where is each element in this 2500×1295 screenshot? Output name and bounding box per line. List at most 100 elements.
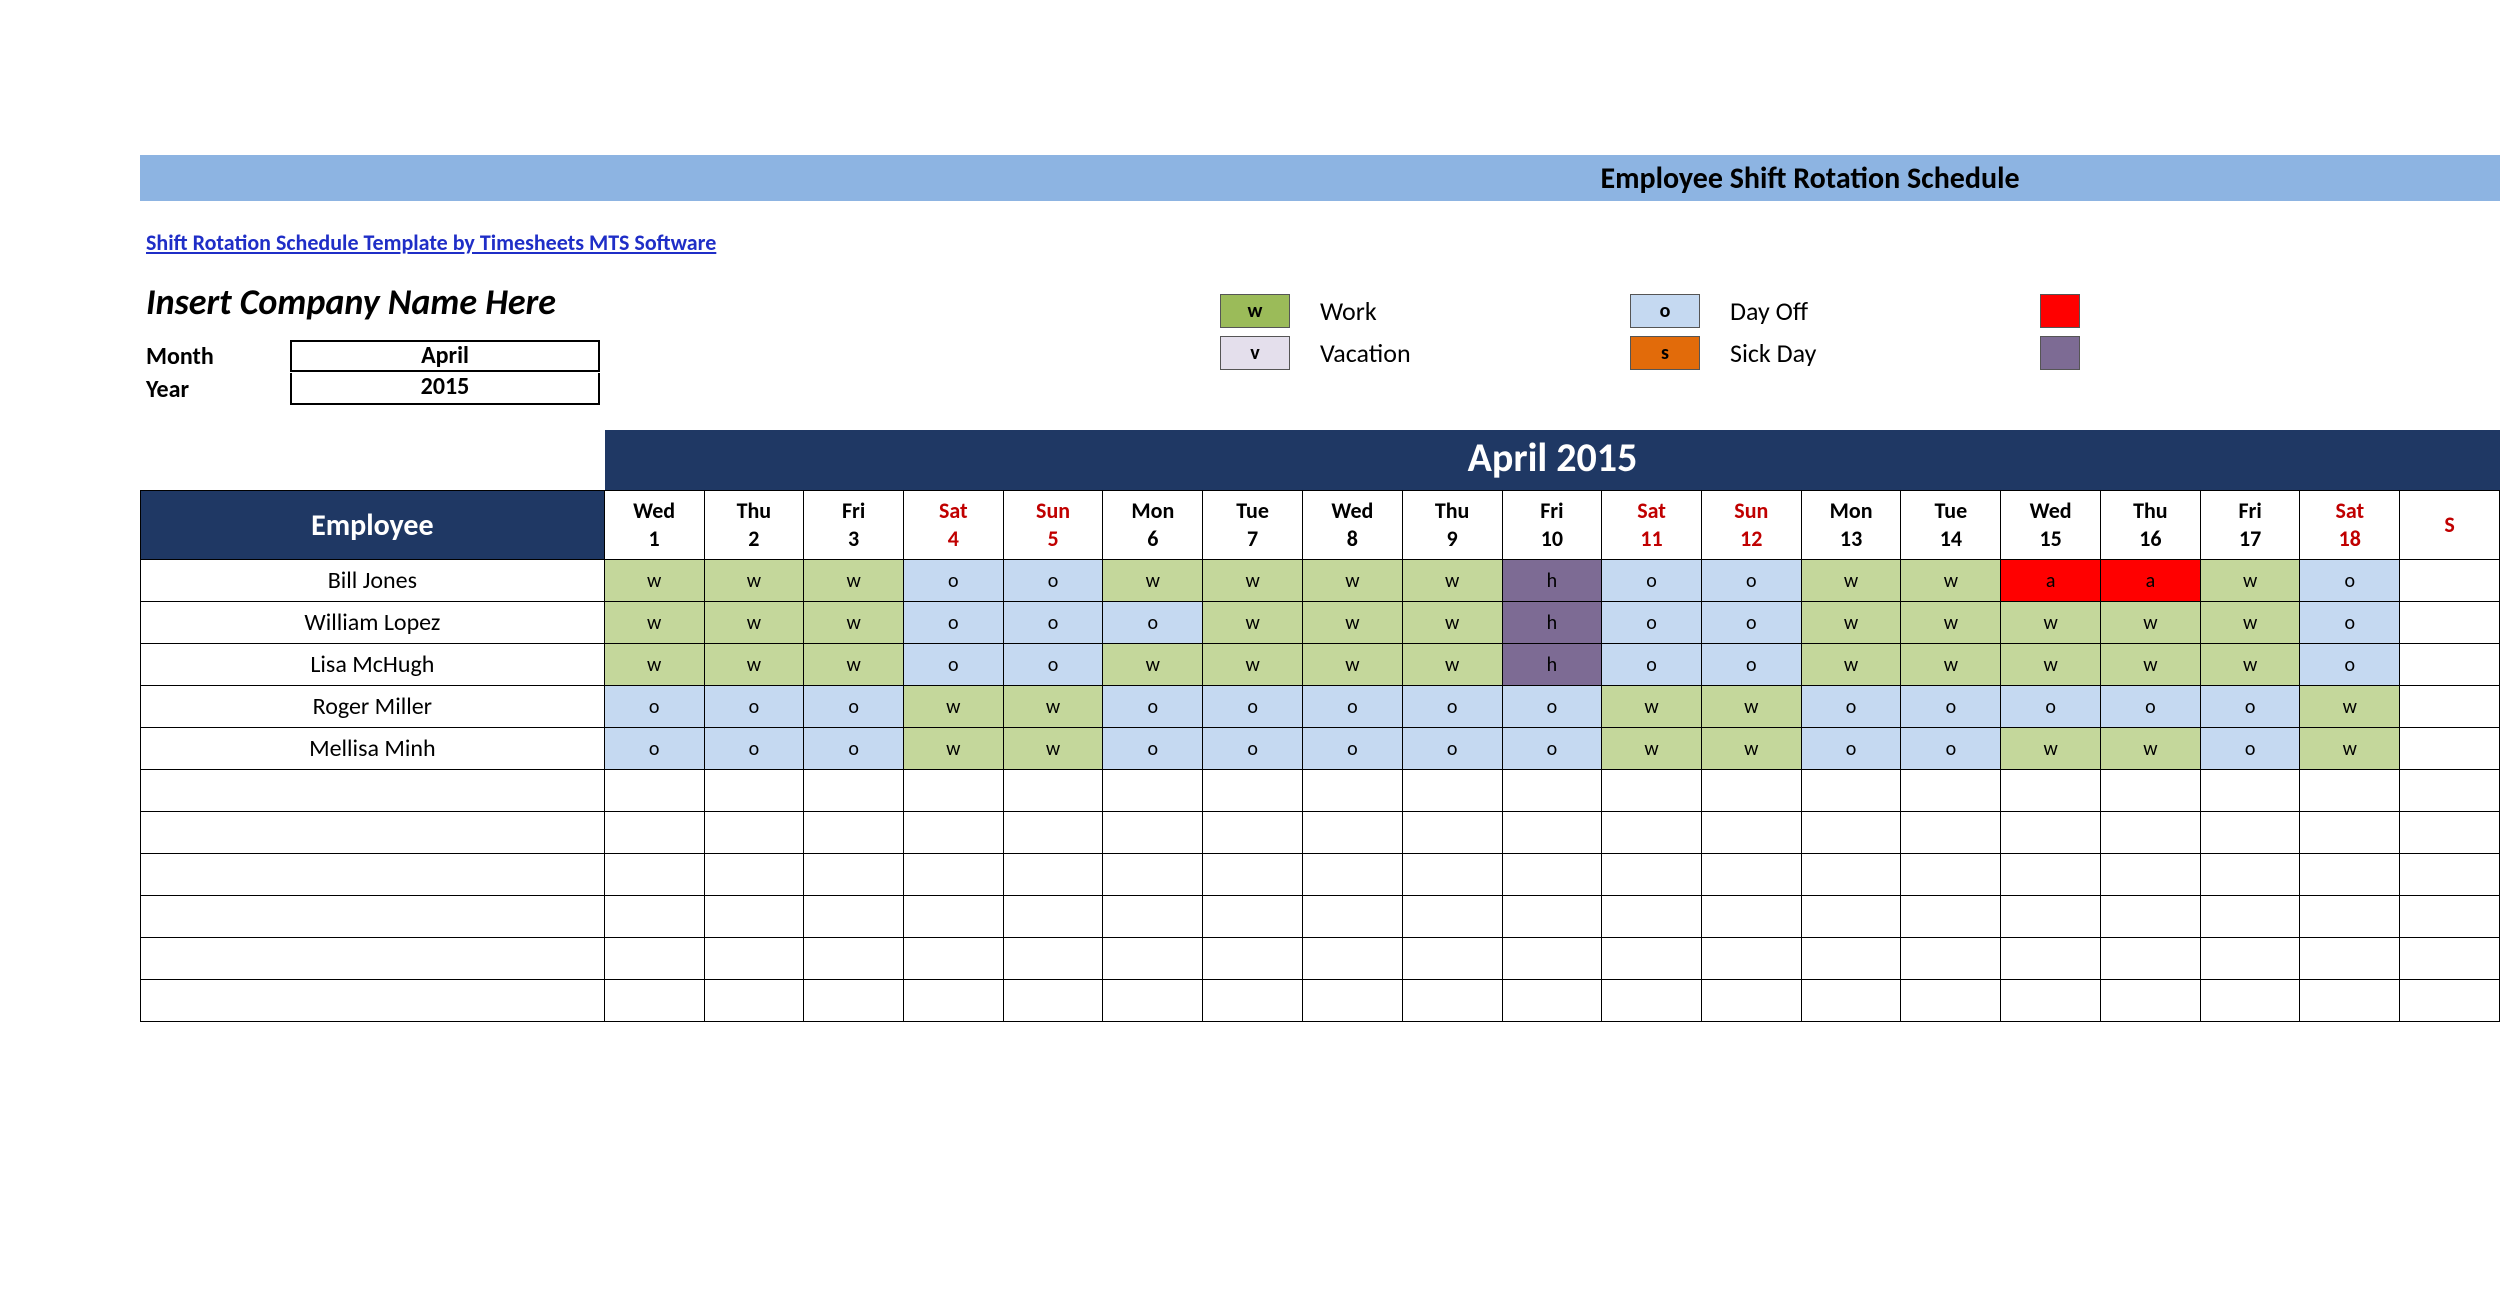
shift-cell[interactable]: w bbox=[2300, 728, 2400, 770]
shift-cell[interactable]: o bbox=[903, 644, 1003, 686]
shift-cell[interactable] bbox=[2200, 812, 2300, 854]
shift-cell[interactable] bbox=[1103, 980, 1203, 1022]
shift-cell[interactable]: w bbox=[1203, 602, 1303, 644]
shift-cell[interactable] bbox=[804, 854, 904, 896]
shift-cell[interactable]: o bbox=[1402, 728, 1502, 770]
shift-cell[interactable]: w bbox=[1801, 602, 1901, 644]
shift-cell[interactable]: w bbox=[604, 602, 704, 644]
shift-cell[interactable] bbox=[2400, 728, 2500, 770]
shift-cell[interactable]: o bbox=[2300, 560, 2400, 602]
shift-cell[interactable] bbox=[1003, 938, 1103, 980]
shift-cell[interactable] bbox=[1701, 980, 1801, 1022]
shift-cell[interactable] bbox=[1502, 896, 1602, 938]
shift-cell[interactable]: o bbox=[1701, 602, 1801, 644]
shift-cell[interactable] bbox=[1701, 896, 1801, 938]
shift-cell[interactable] bbox=[1103, 770, 1203, 812]
shift-cell[interactable]: w bbox=[1801, 644, 1901, 686]
shift-cell[interactable]: o bbox=[2200, 686, 2300, 728]
shift-cell[interactable]: o bbox=[2001, 686, 2101, 728]
shift-cell[interactable] bbox=[1003, 812, 1103, 854]
shift-cell[interactable] bbox=[2400, 770, 2500, 812]
shift-cell[interactable] bbox=[2400, 938, 2500, 980]
shift-cell[interactable]: o bbox=[1801, 686, 1901, 728]
shift-cell[interactable]: w bbox=[1203, 560, 1303, 602]
shift-cell[interactable]: w bbox=[604, 560, 704, 602]
shift-cell[interactable] bbox=[1402, 812, 1502, 854]
shift-cell[interactable]: o bbox=[604, 728, 704, 770]
shift-cell[interactable]: w bbox=[2200, 602, 2300, 644]
shift-cell[interactable]: w bbox=[2001, 728, 2101, 770]
shift-cell[interactable]: o bbox=[704, 686, 804, 728]
shift-cell[interactable] bbox=[1502, 854, 1602, 896]
shift-cell[interactable] bbox=[1602, 896, 1702, 938]
shift-cell[interactable] bbox=[2001, 980, 2101, 1022]
shift-cell[interactable]: w bbox=[1302, 560, 1402, 602]
shift-cell[interactable] bbox=[604, 896, 704, 938]
shift-cell[interactable]: a bbox=[2101, 560, 2201, 602]
shift-cell[interactable]: o bbox=[1801, 728, 1901, 770]
shift-cell[interactable] bbox=[704, 854, 804, 896]
shift-cell[interactable]: w bbox=[704, 560, 804, 602]
shift-cell[interactable]: w bbox=[1103, 644, 1203, 686]
shift-cell[interactable] bbox=[2101, 812, 2201, 854]
shift-cell[interactable] bbox=[2300, 896, 2400, 938]
employee-name-cell[interactable]: Roger Miller bbox=[141, 686, 605, 728]
shift-cell[interactable] bbox=[1901, 812, 2001, 854]
shift-cell[interactable] bbox=[2200, 854, 2300, 896]
shift-cell[interactable] bbox=[804, 938, 904, 980]
shift-cell[interactable] bbox=[2001, 854, 2101, 896]
shift-cell[interactable]: w bbox=[1602, 728, 1702, 770]
shift-cell[interactable] bbox=[2101, 896, 2201, 938]
shift-cell[interactable] bbox=[2101, 938, 2201, 980]
shift-cell[interactable]: h bbox=[1502, 602, 1602, 644]
shift-cell[interactable]: o bbox=[1502, 686, 1602, 728]
shift-cell[interactable]: o bbox=[903, 602, 1003, 644]
shift-cell[interactable] bbox=[2101, 854, 2201, 896]
shift-cell[interactable] bbox=[2400, 812, 2500, 854]
shift-cell[interactable]: w bbox=[1302, 602, 1402, 644]
shift-cell[interactable]: o bbox=[1003, 560, 1103, 602]
shift-cell[interactable]: o bbox=[1103, 602, 1203, 644]
shift-cell[interactable]: o bbox=[604, 686, 704, 728]
shift-cell[interactable] bbox=[1203, 854, 1303, 896]
shift-cell[interactable]: o bbox=[1203, 728, 1303, 770]
shift-cell[interactable]: o bbox=[1701, 560, 1801, 602]
shift-cell[interactable] bbox=[2400, 896, 2500, 938]
shift-cell[interactable] bbox=[2300, 770, 2400, 812]
employee-name-cell[interactable] bbox=[141, 770, 605, 812]
shift-cell[interactable] bbox=[1502, 770, 1602, 812]
shift-cell[interactable] bbox=[903, 770, 1003, 812]
shift-cell[interactable] bbox=[2001, 770, 2101, 812]
shift-cell[interactable]: w bbox=[903, 686, 1003, 728]
shift-cell[interactable]: w bbox=[804, 602, 904, 644]
shift-cell[interactable] bbox=[2400, 980, 2500, 1022]
shift-cell[interactable] bbox=[1602, 812, 1702, 854]
shift-cell[interactable] bbox=[1901, 938, 2001, 980]
shift-cell[interactable] bbox=[704, 812, 804, 854]
shift-cell[interactable]: w bbox=[1901, 602, 2001, 644]
shift-cell[interactable] bbox=[2300, 938, 2400, 980]
shift-cell[interactable] bbox=[1302, 770, 1402, 812]
shift-cell[interactable]: o bbox=[1701, 644, 1801, 686]
shift-cell[interactable]: a bbox=[2001, 560, 2101, 602]
shift-cell[interactable] bbox=[604, 770, 704, 812]
employee-name-cell[interactable] bbox=[141, 938, 605, 980]
shift-cell[interactable] bbox=[1602, 980, 1702, 1022]
shift-cell[interactable] bbox=[2200, 770, 2300, 812]
shift-cell[interactable]: w bbox=[1701, 728, 1801, 770]
shift-cell[interactable] bbox=[1302, 854, 1402, 896]
shift-cell[interactable]: o bbox=[1901, 728, 2001, 770]
shift-cell[interactable] bbox=[903, 938, 1003, 980]
shift-cell[interactable] bbox=[1402, 896, 1502, 938]
shift-cell[interactable] bbox=[1801, 896, 1901, 938]
shift-cell[interactable]: w bbox=[903, 728, 1003, 770]
shift-cell[interactable] bbox=[2400, 560, 2500, 602]
shift-cell[interactable] bbox=[704, 770, 804, 812]
shift-cell[interactable] bbox=[2200, 896, 2300, 938]
employee-name-cell[interactable]: William Lopez bbox=[141, 602, 605, 644]
shift-cell[interactable] bbox=[2101, 770, 2201, 812]
shift-cell[interactable]: h bbox=[1502, 644, 1602, 686]
year-input[interactable]: 2015 bbox=[290, 373, 600, 405]
shift-cell[interactable]: w bbox=[1003, 728, 1103, 770]
shift-cell[interactable]: h bbox=[1502, 560, 1602, 602]
